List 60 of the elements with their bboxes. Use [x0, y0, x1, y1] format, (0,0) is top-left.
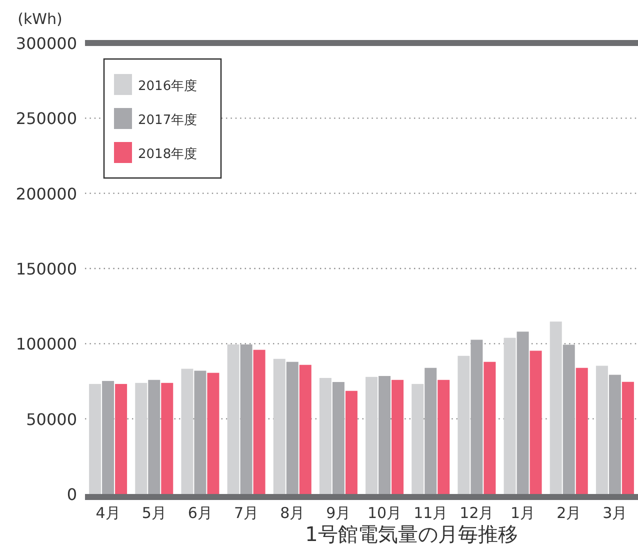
bar [366, 376, 378, 494]
bar [253, 350, 266, 494]
bar [89, 384, 102, 494]
x-axis-title: 1号館電気量の月毎推移 [305, 522, 518, 546]
bar [504, 338, 516, 494]
x-tick-label: 3月 [602, 504, 628, 522]
bar [550, 322, 562, 494]
bar [392, 380, 404, 494]
y-tick-label: 150000 [16, 260, 77, 278]
bar [622, 382, 634, 494]
bar [438, 380, 450, 494]
legend-label: 2017年度 [138, 112, 198, 128]
x-tick-label: 5月 [142, 504, 166, 522]
bar [240, 344, 252, 494]
x-tick-label: 7月 [234, 504, 259, 522]
bar [516, 332, 529, 494]
legend-label: 2016年度 [138, 78, 198, 94]
x-tick-label: 11月 [414, 504, 448, 522]
y-tick-label: 0 [66, 485, 77, 504]
bar [286, 362, 298, 494]
x-tick-label: 1月 [510, 504, 536, 522]
bar [135, 382, 148, 494]
legend-label: 2018年度 [138, 146, 198, 162]
bar [227, 344, 240, 494]
bar [207, 372, 220, 494]
bar [596, 366, 608, 494]
bar [332, 382, 344, 494]
y-tick-label: 300000 [16, 34, 77, 53]
bar [161, 382, 174, 494]
bar [530, 350, 542, 494]
x-tick-label: 6月 [188, 504, 212, 522]
bar [345, 390, 358, 494]
bar [194, 370, 206, 494]
bar [576, 368, 588, 494]
bar [273, 358, 286, 494]
x-tick-label: 12月 [460, 504, 494, 522]
x-tick-label: 10月 [367, 504, 402, 522]
x-tick-label: 4月 [96, 504, 120, 522]
y-tick-label: 100000 [16, 334, 77, 354]
bar [470, 340, 483, 494]
x-tick-label: 2月 [556, 504, 582, 522]
x-tick-label: 8月 [280, 504, 305, 522]
bar [458, 356, 470, 494]
bar [115, 384, 128, 494]
bar [412, 384, 424, 494]
bar [148, 380, 160, 494]
bar [424, 368, 437, 494]
bar [378, 376, 391, 494]
y-tick-label: 200000 [16, 184, 77, 204]
bar [484, 362, 496, 494]
bar [181, 368, 194, 494]
bar [319, 378, 332, 494]
bar [102, 380, 114, 494]
bar [608, 374, 621, 494]
bar [562, 344, 575, 494]
y-tick-label: 250000 [16, 109, 77, 128]
bar [299, 364, 312, 494]
y-axis-title: (kWh) [18, 10, 62, 28]
x-tick-label: 9月 [326, 504, 351, 522]
y-tick-label: 50000 [26, 410, 77, 429]
